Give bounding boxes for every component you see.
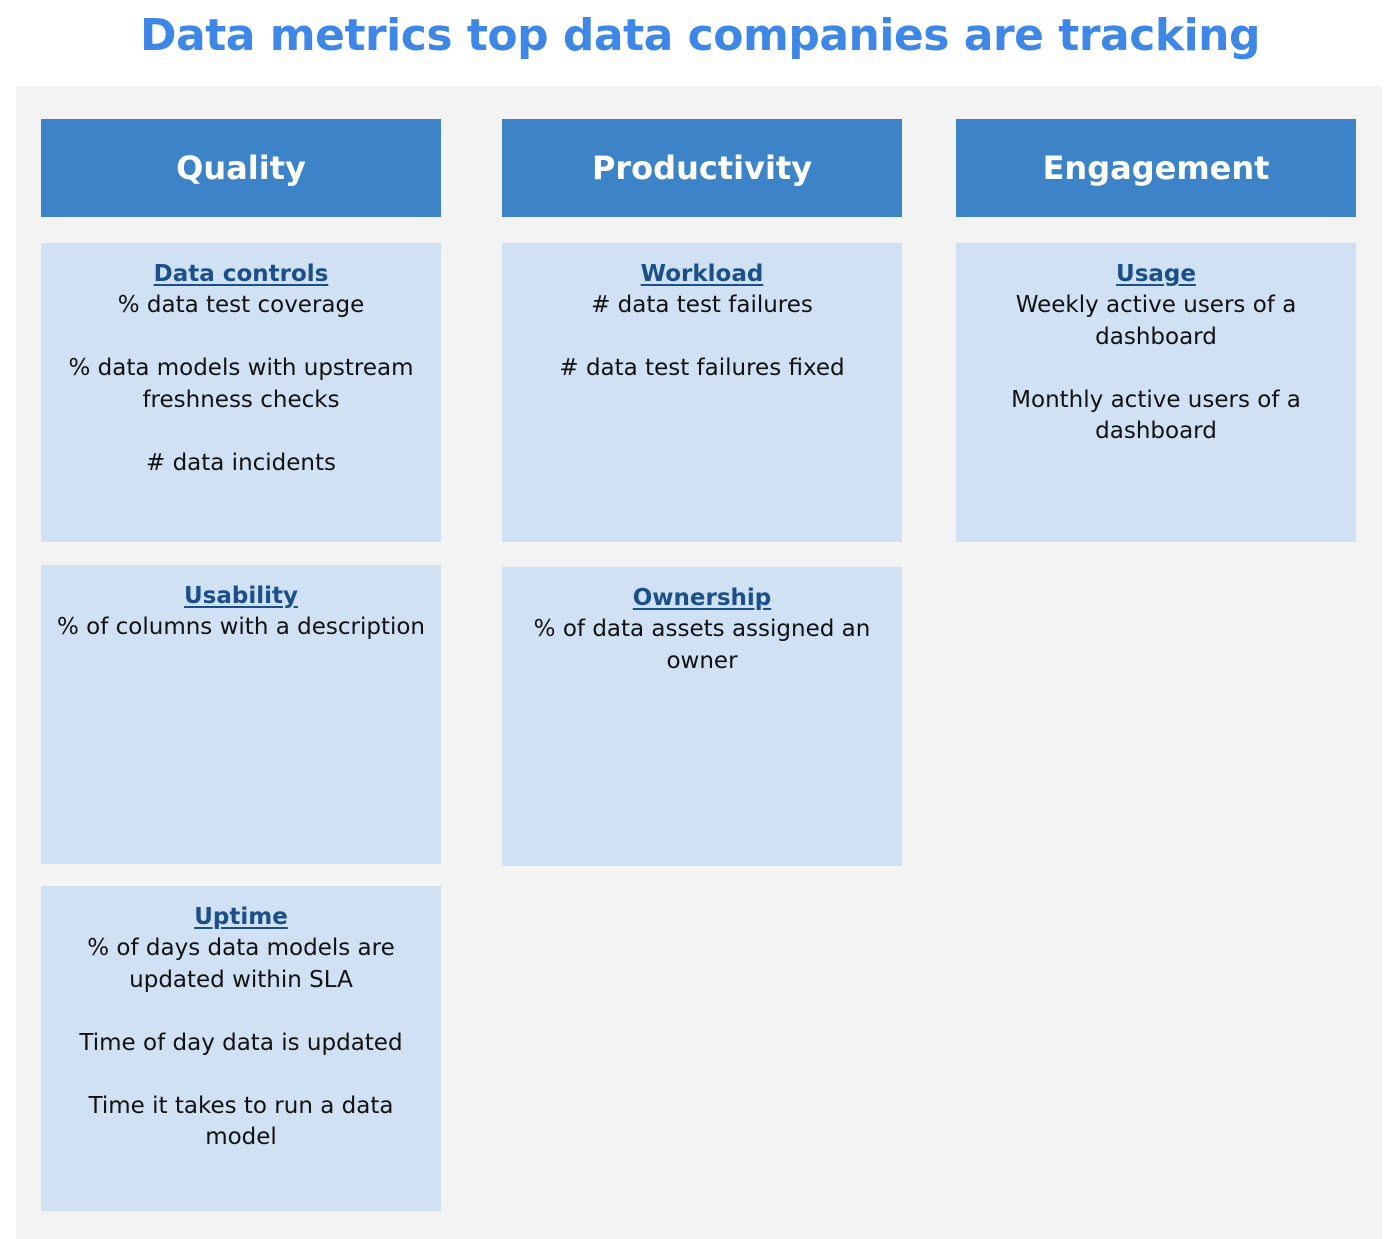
column-header-engagement: Engagement bbox=[956, 119, 1356, 217]
metric-item: % of data assets assigned an owner bbox=[533, 616, 871, 674]
metric-list: % data test coverage % data models with … bbox=[55, 290, 427, 479]
metric-item: % data test coverage bbox=[117, 292, 365, 318]
metric-item: % of columns with a description bbox=[57, 614, 425, 640]
card-workload: Workload # data test failures # data tes… bbox=[502, 243, 902, 542]
metric-item: % of days data models are updated within… bbox=[87, 935, 395, 993]
metric-item: # data incidents bbox=[145, 449, 337, 476]
metric-item: Weekly active users of a dashboard bbox=[1015, 292, 1297, 350]
metrics-panel: Quality Data controls % data test covera… bbox=[16, 86, 1382, 1239]
card-title-ownership: Ownership bbox=[632, 585, 772, 611]
metric-item: Time of day data is updated bbox=[79, 1029, 403, 1056]
metric-list: % of data assets assigned an owner bbox=[516, 614, 888, 677]
metric-item: % data models with upstream freshness ch… bbox=[68, 355, 414, 413]
card-uptime: Uptime % of days data models are updated… bbox=[41, 886, 441, 1211]
metric-item: # data test failures fixed bbox=[559, 355, 845, 381]
card-title-uptime: Uptime bbox=[194, 904, 288, 930]
metric-list: % of columns with a description bbox=[55, 612, 427, 644]
metric-item: Monthly active users of a dashboard bbox=[1011, 386, 1301, 445]
card-title-usage: Usage bbox=[1116, 261, 1196, 287]
card-title-usability: Usability bbox=[184, 583, 298, 609]
card-usability: Usability % of columns with a descriptio… bbox=[41, 565, 441, 864]
metric-item: # data test failures bbox=[591, 292, 813, 318]
column-header-quality: Quality bbox=[41, 119, 441, 217]
metric-list: % of days data models are updated within… bbox=[55, 933, 427, 1154]
card-usage: Usage Weekly active users of a dashboard… bbox=[956, 243, 1356, 542]
metric-list: Weekly active users of a dashboard Month… bbox=[970, 290, 1342, 448]
column-header-productivity: Productivity bbox=[502, 119, 902, 217]
card-data-controls: Data controls % data test coverage % dat… bbox=[41, 243, 441, 542]
metric-item: Time it takes to run a data model bbox=[88, 1092, 394, 1151]
page-title: Data metrics top data companies are trac… bbox=[140, 10, 1260, 61]
card-ownership: Ownership % of data assets assigned an o… bbox=[502, 567, 902, 866]
metric-list: # data test failures # data test failure… bbox=[516, 290, 888, 385]
card-title-workload: Workload bbox=[640, 261, 764, 287]
card-title-data-controls: Data controls bbox=[153, 261, 329, 287]
